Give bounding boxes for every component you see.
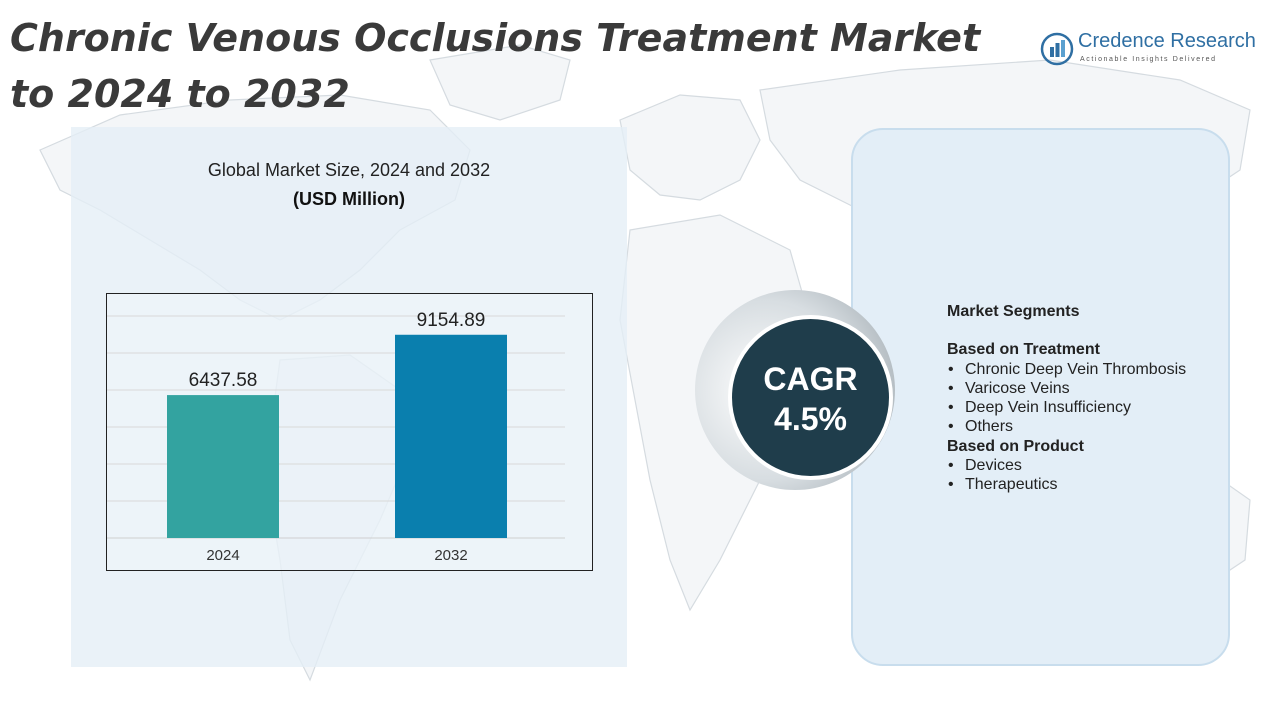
bar-chart-svg: 6437.58 2024 9154.89 2032 xyxy=(107,310,565,564)
segment-item: Deep Vein Insufficiency xyxy=(947,398,1237,418)
segment-item: Chronic Deep Vein Thrombosis xyxy=(947,360,1237,380)
segment-group-title-treatment: Based on Treatment xyxy=(947,341,1100,359)
data-label-2024: 6437.58 xyxy=(189,370,258,391)
page-title: Chronic Venous Occlusions Treatment Mark… xyxy=(10,16,981,116)
credence-research-logo: Credence Research Actionable Insights De… xyxy=(1040,30,1260,70)
x-tick-label-2024: 2024 xyxy=(206,547,239,564)
market-segments-list: Market Segments Based on Treatment Chron… xyxy=(947,302,1237,495)
cagr-value: 4.5% xyxy=(774,401,847,437)
bar-2024 xyxy=(167,395,279,538)
market-size-panel: Global Market Size, 2024 and 2032 (USD M… xyxy=(71,127,627,667)
segments-spacer xyxy=(947,321,1237,340)
segment-item: Therapeutics xyxy=(947,475,1237,495)
europe-shape xyxy=(619,94,761,201)
x-tick-label-2032: 2032 xyxy=(434,547,467,564)
segment-item: Others xyxy=(947,417,1237,437)
bar-chart: 6437.58 2024 9154.89 2032 xyxy=(106,293,593,571)
data-label-2032: 9154.89 xyxy=(417,310,486,331)
bar-2032 xyxy=(395,334,507,538)
greenland-shape xyxy=(429,44,571,121)
cagr-badge: CAGR 4.5% xyxy=(728,315,893,480)
segment-group-title-product: Based on Product xyxy=(947,437,1084,455)
logo-bars-icon xyxy=(1040,32,1074,66)
logo-tagline: Actionable Insights Delivered xyxy=(1080,56,1217,63)
segment-item: Devices xyxy=(947,456,1237,476)
cagr-label: CAGR xyxy=(763,361,858,397)
chart-unit-label: (USD Million) xyxy=(293,189,405,209)
segments-heading: Market Segments xyxy=(947,303,1080,320)
chart-title: Global Market Size, 2024 and 2032 xyxy=(207,160,491,180)
segment-item: Varicose Veins xyxy=(947,379,1237,399)
logo-name: Credence Research xyxy=(1078,30,1256,52)
